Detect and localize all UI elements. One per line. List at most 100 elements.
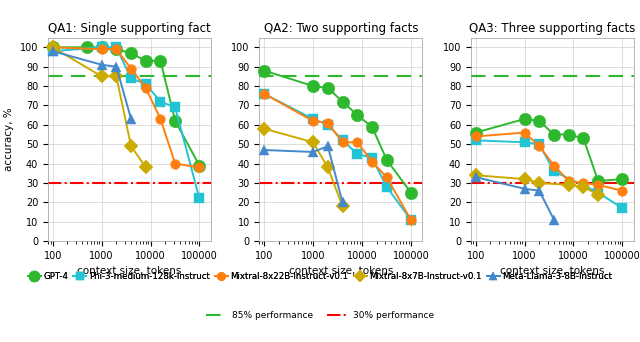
X-axis label: context size, tokens: context size, tokens: [289, 266, 393, 276]
Mixtral-8x22B-Instruct-v0.1: [142, 86, 150, 90]
Phi-3-medium-128k-instruct: [157, 100, 164, 104]
Line: Mixtral-8x7B-Instruct-v0.1: Mixtral-8x7B-Instruct-v0.1: [471, 170, 603, 199]
Line: Meta-Llama-3-8B-Instruct: Meta-Llama-3-8B-Instruct: [471, 172, 559, 225]
Meta-Llama-3-8B-Instruct: [550, 218, 558, 222]
Y-axis label: accuracy, %: accuracy, %: [4, 107, 14, 171]
Meta-Llama-3-8B-Instruct: [536, 189, 543, 193]
Phi-3-medium-128k-instruct: [407, 218, 415, 222]
Mixtral-8x22B-Instruct-v0.1: [472, 134, 479, 139]
Phi-3-medium-128k-instruct: [113, 45, 120, 49]
Mixtral-8x22B-Instruct-v0.1: [565, 179, 573, 183]
Line: Phi-3-medium-128k-instruct: Phi-3-medium-128k-instruct: [471, 135, 627, 213]
Mixtral-8x7B-Instruct-v0.1: [260, 127, 268, 131]
Mixtral-8x22B-Instruct-v0.1: [580, 181, 588, 185]
GPT-4: [83, 45, 91, 49]
GPT-4: [383, 158, 390, 162]
Mixtral-8x7B-Instruct-v0.1: [595, 193, 602, 197]
Phi-3-medium-128k-instruct: [383, 185, 390, 189]
Mixtral-8x22B-Instruct-v0.1: [196, 166, 204, 170]
Mixtral-8x22B-Instruct-v0.1: [536, 144, 543, 148]
Mixtral-8x7B-Instruct-v0.1: [339, 204, 346, 208]
Line: Mixtral-8x22B-Instruct-v0.1: Mixtral-8x22B-Instruct-v0.1: [259, 89, 416, 225]
Mixtral-8x22B-Instruct-v0.1: [407, 218, 415, 222]
Meta-Llama-3-8B-Instruct: [472, 175, 479, 179]
Line: GPT-4: GPT-4: [258, 64, 417, 199]
GPT-4: [260, 68, 268, 73]
Line: Mixtral-8x7B-Instruct-v0.1: Mixtral-8x7B-Instruct-v0.1: [259, 124, 348, 211]
GPT-4: [618, 177, 626, 181]
Line: Phi-3-medium-128k-instruct: Phi-3-medium-128k-instruct: [48, 42, 204, 203]
Phi-3-medium-128k-instruct: [196, 196, 204, 200]
GPT-4: [49, 45, 56, 49]
Phi-3-medium-128k-instruct: [49, 49, 56, 53]
Mixtral-8x22B-Instruct-v0.1: [368, 160, 376, 164]
Title: QA1: Single supporting fact: QA1: Single supporting fact: [48, 22, 211, 35]
GPT-4: [407, 190, 415, 195]
GPT-4: [565, 132, 573, 136]
GPT-4: [157, 59, 164, 63]
Mixtral-8x22B-Instruct-v0.1: [157, 117, 164, 121]
Mixtral-8x22B-Instruct-v0.1: [595, 183, 602, 187]
Phi-3-medium-128k-instruct: [368, 156, 376, 160]
Mixtral-8x22B-Instruct-v0.1: [618, 189, 626, 193]
Phi-3-medium-128k-instruct: [172, 105, 179, 109]
Mixtral-8x22B-Instruct-v0.1: [49, 45, 56, 49]
Phi-3-medium-128k-instruct: [309, 117, 317, 121]
Phi-3-medium-128k-instruct: [521, 140, 529, 144]
Mixtral-8x22B-Instruct-v0.1: [521, 131, 529, 135]
GPT-4: [536, 119, 543, 123]
Line: Meta-Llama-3-8B-Instruct: Meta-Llama-3-8B-Instruct: [48, 46, 136, 124]
Mixtral-8x7B-Instruct-v0.1: [580, 185, 588, 189]
Meta-Llama-3-8B-Instruct: [113, 65, 120, 69]
Phi-3-medium-128k-instruct: [127, 76, 135, 80]
Mixtral-8x22B-Instruct-v0.1: [339, 140, 346, 144]
Title: QA2: Two supporting facts: QA2: Two supporting facts: [264, 22, 418, 35]
Line: Mixtral-8x22B-Instruct-v0.1: Mixtral-8x22B-Instruct-v0.1: [48, 42, 204, 172]
GPT-4: [113, 47, 120, 51]
GPT-4: [324, 86, 332, 90]
Mixtral-8x7B-Instruct-v0.1: [565, 183, 573, 187]
Legend: GPT-4, Phi-3-medium-128k-instruct, Mixtral-8x22B-Instruct-v0.1, Mixtral-8x7B-Ins: GPT-4, Phi-3-medium-128k-instruct, Mixtr…: [24, 269, 616, 285]
Meta-Llama-3-8B-Instruct: [521, 187, 529, 191]
GPT-4: [368, 125, 376, 129]
Meta-Llama-3-8B-Instruct: [324, 144, 332, 148]
GPT-4: [595, 179, 602, 183]
Meta-Llama-3-8B-Instruct: [49, 49, 56, 53]
Meta-Llama-3-8B-Instruct: [127, 117, 135, 121]
X-axis label: context size, tokens: context size, tokens: [77, 266, 182, 276]
Title: QA3: Three supporting facts: QA3: Three supporting facts: [469, 22, 636, 35]
Line: GPT-4: GPT-4: [469, 113, 628, 187]
Line: GPT-4: GPT-4: [47, 41, 205, 172]
Line: Meta-Llama-3-8B-Instruct: Meta-Llama-3-8B-Instruct: [259, 141, 348, 207]
GPT-4: [472, 131, 479, 135]
GPT-4: [580, 136, 588, 141]
Phi-3-medium-128k-instruct: [595, 190, 602, 195]
GPT-4: [309, 84, 317, 88]
Mixtral-8x7B-Instruct-v0.1: [521, 177, 529, 181]
Phi-3-medium-128k-instruct: [98, 45, 106, 49]
Phi-3-medium-128k-instruct: [353, 152, 361, 156]
GPT-4: [172, 119, 179, 123]
Phi-3-medium-128k-instruct: [260, 92, 268, 96]
Mixtral-8x22B-Instruct-v0.1: [113, 47, 120, 51]
Mixtral-8x7B-Instruct-v0.1: [536, 181, 543, 185]
Mixtral-8x7B-Instruct-v0.1: [113, 74, 120, 78]
GPT-4: [521, 117, 529, 121]
Phi-3-medium-128k-instruct: [324, 123, 332, 127]
GPT-4: [127, 51, 135, 55]
Phi-3-medium-128k-instruct: [618, 206, 626, 210]
Mixtral-8x7B-Instruct-v0.1: [324, 166, 332, 170]
X-axis label: context size, tokens: context size, tokens: [500, 266, 604, 276]
Mixtral-8x22B-Instruct-v0.1: [383, 175, 390, 179]
Meta-Llama-3-8B-Instruct: [309, 150, 317, 154]
Mixtral-8x22B-Instruct-v0.1: [309, 119, 317, 123]
Meta-Llama-3-8B-Instruct: [260, 148, 268, 152]
Mixtral-8x7B-Instruct-v0.1: [98, 74, 106, 78]
Mixtral-8x22B-Instruct-v0.1: [172, 161, 179, 166]
Mixtral-8x22B-Instruct-v0.1: [550, 163, 558, 168]
Mixtral-8x22B-Instruct-v0.1: [260, 92, 268, 96]
Phi-3-medium-128k-instruct: [472, 138, 479, 142]
Mixtral-8x22B-Instruct-v0.1: [353, 140, 361, 144]
Meta-Llama-3-8B-Instruct: [339, 200, 346, 205]
Phi-3-medium-128k-instruct: [536, 142, 543, 146]
